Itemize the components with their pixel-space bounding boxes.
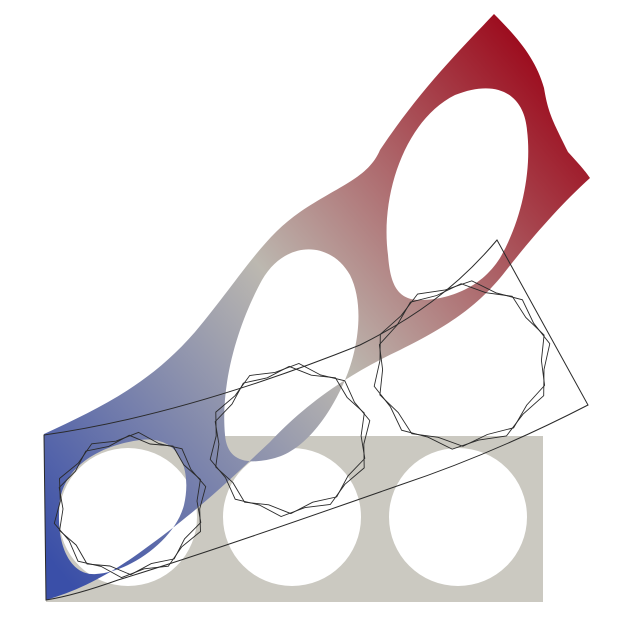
hole-outline-1 xyxy=(58,434,202,576)
hole-outline-3 xyxy=(373,280,551,450)
hole-outlines xyxy=(53,280,551,579)
deformed-plate xyxy=(44,14,590,600)
hole-outline-3 xyxy=(378,283,546,447)
hole-outline-2 xyxy=(209,363,371,517)
reference-frame-outline xyxy=(43,239,589,601)
hole-outline-1 xyxy=(53,431,207,579)
hole-outline-2 xyxy=(214,365,366,515)
